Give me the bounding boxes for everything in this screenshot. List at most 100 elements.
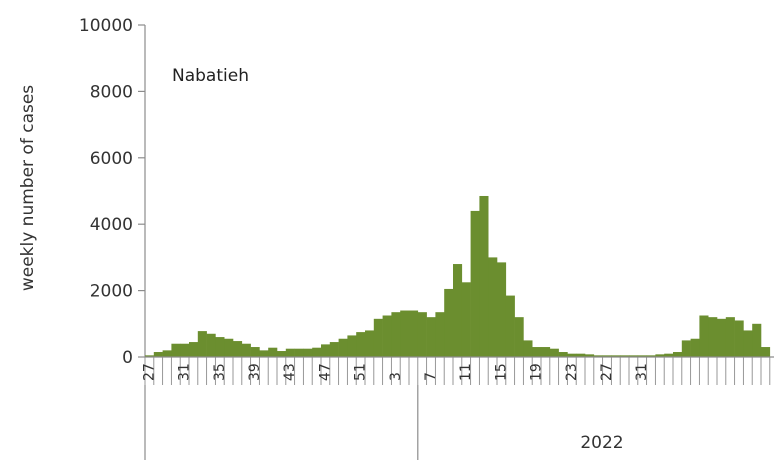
bar: [417, 312, 427, 357]
bar: [197, 331, 207, 357]
bar: [725, 317, 735, 357]
year-label: 2022: [580, 433, 623, 453]
bar: [435, 312, 445, 357]
bar: [329, 342, 339, 357]
bar: [558, 352, 568, 357]
bar: [171, 343, 181, 357]
x-tick-label: 7: [423, 372, 439, 381]
bar: [752, 323, 762, 357]
bar: [400, 310, 410, 357]
bar: [365, 330, 375, 357]
bar: [699, 315, 709, 357]
x-tick-label: 19: [529, 363, 545, 381]
bar: [611, 355, 621, 357]
bar: [717, 318, 727, 357]
bar: [585, 354, 595, 357]
bar: [250, 347, 260, 357]
y-axis-title: weekly number of cases: [18, 85, 38, 291]
x-tick-label: 47: [317, 363, 333, 381]
y-tick-label: 8000: [90, 82, 133, 102]
year-group: 2022: [580, 433, 623, 453]
x-axis: 27 31 35 39 43 47 51 3 7 11 15 19 23 27 31: [141, 356, 774, 460]
bar: [453, 264, 463, 357]
bar: [461, 282, 471, 357]
x-tick-label: 31: [177, 363, 193, 381]
x-tick-label: 11: [458, 363, 474, 381]
bars: [145, 195, 771, 357]
x-tick-label: 31: [634, 363, 650, 381]
bar: [277, 351, 287, 357]
bar: [373, 318, 383, 357]
x-tick-label: 35: [212, 363, 228, 381]
bar: [523, 340, 533, 357]
bar: [681, 340, 691, 357]
y-tick-label: 6000: [90, 149, 133, 169]
bar: [734, 320, 744, 357]
bar: [338, 338, 348, 357]
bar: [488, 257, 498, 357]
bar: [761, 347, 771, 357]
bar: [294, 348, 304, 357]
bar: [321, 344, 331, 357]
y-tick-label: 0: [122, 348, 133, 368]
bar: [593, 355, 603, 357]
bar: [567, 353, 577, 357]
bar: [620, 355, 630, 357]
bar: [541, 347, 551, 357]
bar: [215, 337, 225, 357]
bar: [673, 352, 683, 357]
x-tick-label: 51: [353, 363, 369, 381]
bar: [224, 338, 234, 357]
bar: [602, 355, 612, 357]
bar: [162, 350, 172, 357]
x-tick-label: 39: [247, 363, 263, 381]
bar: [497, 262, 507, 357]
bar: [189, 342, 199, 357]
bar: [549, 348, 559, 357]
bar: [426, 317, 436, 357]
bar: [479, 195, 489, 357]
bar: [285, 348, 295, 357]
bar: [444, 288, 454, 357]
y-tick-label: 10000: [79, 16, 133, 36]
bar: [233, 341, 243, 357]
x-tick-label: 27: [141, 363, 157, 381]
bar: [259, 350, 269, 357]
y-tick-label: 4000: [90, 215, 133, 235]
bar: [347, 335, 357, 357]
bar: [637, 355, 647, 357]
bar: [382, 315, 392, 357]
x-tick-label: 15: [493, 363, 509, 381]
bar: [505, 295, 515, 357]
bar: [356, 332, 366, 357]
bar: [391, 312, 401, 357]
x-tick-label: 3: [388, 372, 404, 381]
x-tick-label: 23: [564, 363, 580, 381]
bar: [629, 355, 639, 357]
bar: [646, 355, 656, 357]
y-tick-label: 2000: [90, 282, 133, 302]
bar: [655, 354, 665, 357]
bar: [470, 210, 480, 357]
bar: [153, 352, 163, 357]
bar: [303, 348, 313, 357]
bar: [514, 317, 524, 357]
bar: [690, 338, 700, 357]
bar: [532, 347, 542, 357]
bar: [180, 343, 190, 357]
x-tick-label: 27: [599, 363, 615, 381]
bar: [409, 310, 419, 357]
bar: [241, 343, 251, 357]
bar: [708, 317, 718, 357]
bar: [145, 355, 155, 357]
bar: [743, 330, 753, 357]
bar: [206, 333, 216, 357]
y-axis: 0 2000 4000 6000 8000 10000: [79, 16, 146, 368]
bar: [576, 353, 586, 357]
chart-annotation: Nabatieh: [172, 66, 249, 86]
x-tick-label: 43: [282, 363, 298, 381]
bar: [268, 347, 278, 357]
bar: [312, 347, 322, 357]
bar: [664, 353, 674, 357]
